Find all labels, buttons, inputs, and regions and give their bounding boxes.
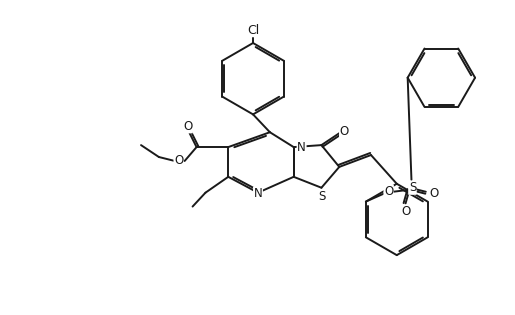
Text: O: O <box>339 125 349 138</box>
Text: O: O <box>183 120 192 133</box>
Text: S: S <box>409 181 416 194</box>
Text: O: O <box>401 205 410 218</box>
Text: Cl: Cl <box>247 24 259 37</box>
Text: S: S <box>319 190 326 203</box>
Text: O: O <box>384 185 393 198</box>
Text: N: N <box>253 187 262 200</box>
Text: O: O <box>174 154 183 168</box>
Text: N: N <box>297 140 306 154</box>
Text: O: O <box>430 187 439 200</box>
